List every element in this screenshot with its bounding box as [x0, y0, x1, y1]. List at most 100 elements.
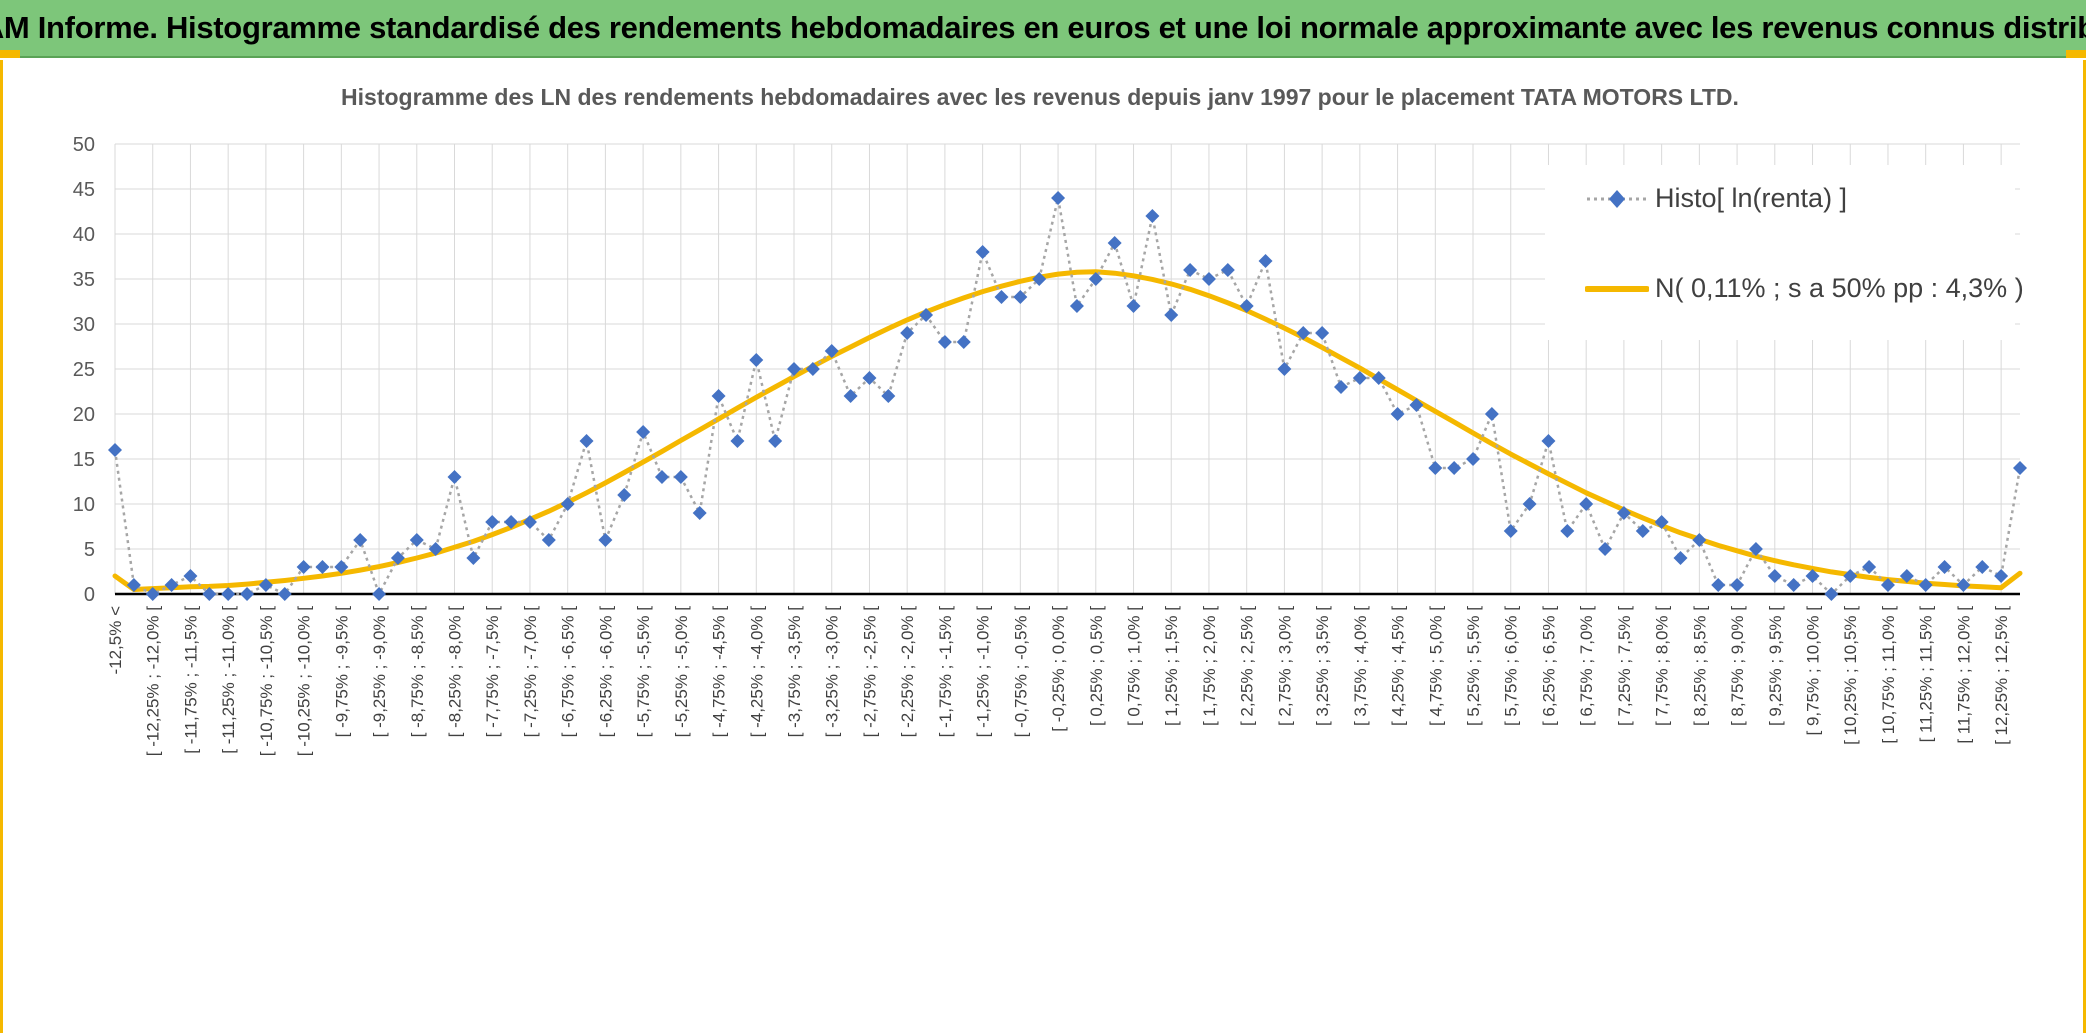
chart-legend: Histo[ ln(renta) ] N( 0,11% ; s a 50% pp… — [1545, 165, 2024, 340]
x-tick-label: [ 3,75% ; 4,0% [ — [1351, 606, 1370, 726]
x-tick-label: [ 0,25% ; 0,5% [ — [1087, 606, 1106, 726]
histogram-point — [956, 335, 971, 349]
x-tick-label: [ 4,25% ; 4,5% [ — [1389, 606, 1408, 726]
histogram-point — [881, 389, 896, 403]
legend-entry-histogram: Histo[ ln(renta) ] — [1585, 183, 1847, 214]
histogram-point — [1503, 524, 1518, 538]
x-tick-label: [ -0,25% ; 0,0% [ — [1049, 606, 1068, 732]
histogram-point — [824, 344, 839, 358]
histogram-point — [1786, 578, 1801, 592]
x-tick-label: [ -2,75% ; -2,5% [ — [860, 606, 879, 738]
histogram-point — [1315, 326, 1330, 340]
x-tick-label: [ -8,75% ; -8,5% [ — [408, 606, 427, 738]
report-title: ADAM Informe. Histogramme standardisé de… — [0, 10, 2086, 45]
x-tick-label: [ 12,25% ; 12,5% [ — [1992, 606, 2011, 745]
x-tick-label: [ -8,25% ; -8,0% [ — [446, 606, 465, 738]
histogram-point — [768, 434, 783, 448]
histogram-point — [1277, 362, 1292, 376]
histogram-point — [485, 515, 500, 529]
x-tick-label: [ 8,25% ; 8,5% [ — [1690, 606, 1709, 726]
histogram-point — [1352, 371, 1367, 385]
x-tick-label: [ 5,25% ; 5,5% [ — [1464, 606, 1483, 726]
chart-frame — [0, 60, 2086, 1033]
banner-corner-accent-left — [0, 50, 20, 58]
histogram-point — [1088, 272, 1103, 286]
histogram-point — [975, 245, 990, 259]
histogram-point — [353, 533, 368, 547]
x-tick-label: [ 5,75% ; 6,0% [ — [1502, 606, 1521, 726]
x-tick-label: [ -1,75% ; -1,5% [ — [936, 606, 955, 738]
histogram-point — [673, 470, 688, 484]
histogram-point — [1635, 524, 1650, 538]
histogram-point — [1164, 308, 1179, 322]
y-tick-label: 45 — [73, 179, 95, 201]
histogram-point — [240, 587, 255, 601]
x-tick-label: [ -10,75% ; -10,5% [ — [257, 606, 276, 757]
histogram-point — [1428, 461, 1443, 475]
x-tick-label: [ -6,25% ; -6,0% [ — [596, 606, 615, 738]
x-tick-label: [ 6,25% ; 6,5% [ — [1539, 606, 1558, 726]
x-tick-label: [ -11,75% ; -11,5% [ — [181, 606, 200, 754]
histogram-point — [1673, 551, 1688, 565]
histogram-point — [1484, 407, 1499, 421]
histogram-point — [1994, 569, 2009, 583]
histogram-point — [692, 506, 707, 520]
histogram-point — [2013, 461, 2027, 475]
histogram-point — [541, 533, 556, 547]
x-tick-label: [ -3,25% ; -3,0% [ — [823, 606, 842, 738]
histogram-series-layer — [108, 191, 2027, 601]
histogram-point — [1805, 569, 1820, 583]
x-tick-label: [ 1,25% ; 1,5% [ — [1162, 606, 1181, 726]
x-tick-label: -12,5% < — [106, 606, 125, 675]
histogram-point — [202, 587, 217, 601]
legend-normal-label: N( 0,11% ; s a 50% pp : 4,3% ) — [1655, 273, 2024, 303]
histogram-point — [126, 578, 141, 592]
histogram-point — [805, 362, 820, 376]
legend-normal-swatch-icon — [1585, 285, 1649, 292]
histogram-point — [560, 497, 575, 511]
histogram-point — [1466, 452, 1481, 466]
x-tick-label: [ -10,25% ; -10,0% [ — [295, 606, 314, 757]
x-tick-label: [ 2,25% ; 2,5% [ — [1238, 606, 1257, 726]
legend-histogram-swatch-icon — [1587, 189, 1647, 208]
x-tick-label: [ 7,25% ; 7,5% [ — [1615, 606, 1634, 726]
x-tick-label: [ 2,75% ; 3,0% [ — [1275, 606, 1294, 726]
histogram-point — [522, 515, 537, 529]
histogram-point — [1201, 272, 1216, 286]
histogram-point — [1126, 299, 1141, 313]
histogram-point — [409, 533, 424, 547]
histogram-point — [1013, 290, 1028, 304]
x-tick-label: [ 10,25% ; 10,5% [ — [1841, 606, 1860, 745]
y-tick-label: 0 — [84, 584, 95, 606]
histogram-point — [145, 587, 160, 601]
histogram-point — [1051, 191, 1066, 205]
histogram-point — [1899, 569, 1914, 583]
histogram-point — [862, 371, 877, 385]
histogram-point — [1956, 578, 1971, 592]
banner-corner-accent-right — [2066, 50, 2086, 58]
histogram-point — [994, 290, 1009, 304]
x-tick-label: [ -5,25% ; -5,0% [ — [672, 606, 691, 738]
x-tick-label: [ -4,75% ; -4,5% [ — [710, 606, 729, 738]
histogram-point — [787, 362, 802, 376]
y-tick-label: 5 — [84, 539, 95, 561]
histogram-point — [221, 587, 236, 601]
histogram-point — [1824, 587, 1839, 601]
y-tick-label: 25 — [73, 359, 95, 381]
histogram-point — [598, 533, 613, 547]
x-tick-label: [ 3,25% ; 3,5% [ — [1313, 606, 1332, 726]
histogram-point — [390, 551, 405, 565]
x-tick-label: [ -7,75% ; -7,5% [ — [483, 606, 502, 738]
x-tick-label: [ -1,25% ; -1,0% [ — [974, 606, 993, 738]
histogram-point — [164, 578, 179, 592]
histogram-point — [711, 389, 726, 403]
histogram-point — [843, 389, 858, 403]
x-tick-label: [ 1,75% ; 2,0% [ — [1200, 606, 1219, 726]
x-tick-label: [ 9,25% ; 9,5% [ — [1766, 606, 1785, 726]
histogram-point — [296, 560, 311, 574]
histogram-point — [428, 542, 443, 556]
histogram-point — [1560, 524, 1575, 538]
report-banner: ADAM Informe. Histogramme standardisé de… — [0, 0, 2086, 58]
x-tick-label: [ -7,25% ; -7,0% [ — [521, 606, 540, 738]
y-tick-label: 15 — [73, 449, 95, 471]
